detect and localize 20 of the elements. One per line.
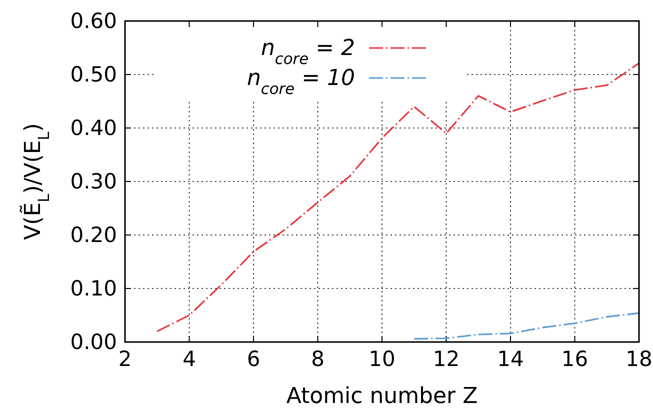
y-tick-label: 0.60 — [70, 9, 117, 33]
x-tick-label: 12 — [432, 347, 460, 371]
x-axis-title: Atomic number Z — [286, 384, 478, 409]
y-tick-label: 0.20 — [70, 223, 117, 247]
legend-label: n$_{core}$ = 10 — [246, 66, 355, 98]
x-tick-label: 10 — [368, 347, 396, 371]
x-tick-label: 16 — [561, 347, 588, 371]
x-tick-label: 18 — [626, 347, 652, 371]
y-tick-label: 0.00 — [70, 330, 117, 354]
y-tick-label: 0.40 — [70, 116, 117, 140]
y-tick-label: 0.10 — [70, 276, 117, 300]
line-series — [413, 312, 640, 340]
x-tick-label: 2 — [118, 347, 132, 371]
x-tick-label: 6 — [246, 347, 260, 371]
y-tick-label: 0.50 — [70, 62, 117, 86]
x-tick-label: 14 — [497, 347, 524, 371]
x-tick-label: 8 — [311, 347, 324, 371]
x-tick-label: 4 — [182, 347, 196, 371]
y-tick-label: 0.30 — [70, 170, 117, 194]
legend-label: n$_{core}$ = 2 — [260, 36, 355, 68]
